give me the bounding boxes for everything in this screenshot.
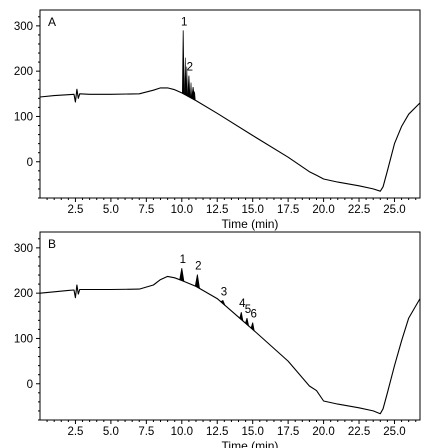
- x-tick-label: 17.5: [277, 204, 299, 216]
- peak-cluster-spike: [193, 91, 196, 101]
- peak-5: [245, 317, 250, 327]
- x-tick-label: 7.5: [138, 426, 154, 438]
- y-tick-label: 0: [27, 379, 33, 391]
- x-tick-label: 17.5: [277, 426, 299, 438]
- x-tick-label: 5.0: [103, 204, 119, 216]
- chromatogram-trace: [39, 87, 421, 192]
- x-tick-label: 10.0: [171, 204, 193, 216]
- x-tick-label: 22.5: [348, 426, 370, 438]
- peak-label: 3: [221, 286, 227, 298]
- panel-label: A: [48, 15, 56, 29]
- peak-label: 6: [250, 309, 256, 321]
- x-tick-label: 12.5: [206, 426, 228, 438]
- peak-2: [187, 75, 191, 98]
- x-tick-label: 15.0: [241, 204, 263, 216]
- x-axis-title: Time (min): [222, 439, 279, 448]
- peak-cluster-spike: [185, 66, 188, 97]
- peak-1: [179, 268, 185, 283]
- peak-6: [250, 322, 255, 332]
- x-tick-label: 10.0: [171, 426, 193, 438]
- peak-label: 2: [187, 62, 193, 74]
- peak-label: 4: [239, 298, 246, 310]
- chart-panel-b: 0 100 200 300 2.5 5.0 7.5 10.0 12.5 15.0 17.5 20.0 2…: [14, 231, 421, 448]
- x-tick-label: 25.0: [383, 204, 405, 216]
- peak-cluster-spike: [184, 57, 187, 96]
- y-tick-label: 200: [14, 288, 33, 300]
- x-tick-label: 15.0: [241, 426, 263, 438]
- peak-1: [181, 30, 185, 95]
- peak-cluster-spike: [189, 82, 193, 99]
- peak-label: 5: [245, 304, 251, 316]
- plot-frame: [39, 9, 421, 199]
- peak-label: 1: [181, 16, 187, 28]
- y-tick-label: 200: [14, 66, 33, 78]
- x-tick-label: 20.0: [312, 426, 334, 438]
- x-tick-label: 12.5: [206, 204, 228, 216]
- peak-3: [220, 299, 226, 306]
- x-tick-label: 5.0: [103, 426, 119, 438]
- y-tick-label: 0: [27, 157, 33, 169]
- plot-frame: [39, 231, 421, 421]
- x-tick-label: 7.5: [138, 204, 154, 216]
- peak-label: 1: [180, 254, 186, 266]
- y-tick-label: 100: [14, 333, 33, 345]
- peak-2: [194, 274, 201, 290]
- peak-label: 2: [195, 261, 201, 273]
- chromatogram-trace: [39, 275, 421, 415]
- y-tick-label: 300: [14, 243, 33, 255]
- x-tick-label: 22.5: [348, 204, 370, 216]
- x-tick-label: 2.5: [67, 426, 83, 438]
- y-tick-label: 300: [14, 21, 33, 33]
- panel-label: B: [48, 237, 56, 251]
- x-tick-label: 20.0: [312, 204, 334, 216]
- chart-panel-a: 0 100 200 300 2.5 5.0 7.5 10.0 12.5 15.0 17.5 20.0 2…: [14, 9, 421, 231]
- x-tick-label: 25.0: [383, 426, 405, 438]
- peak-4: [239, 312, 244, 322]
- x-axis-title: Time (min): [222, 217, 279, 231]
- x-tick-label: 2.5: [67, 204, 83, 216]
- y-tick-label: 100: [14, 111, 33, 123]
